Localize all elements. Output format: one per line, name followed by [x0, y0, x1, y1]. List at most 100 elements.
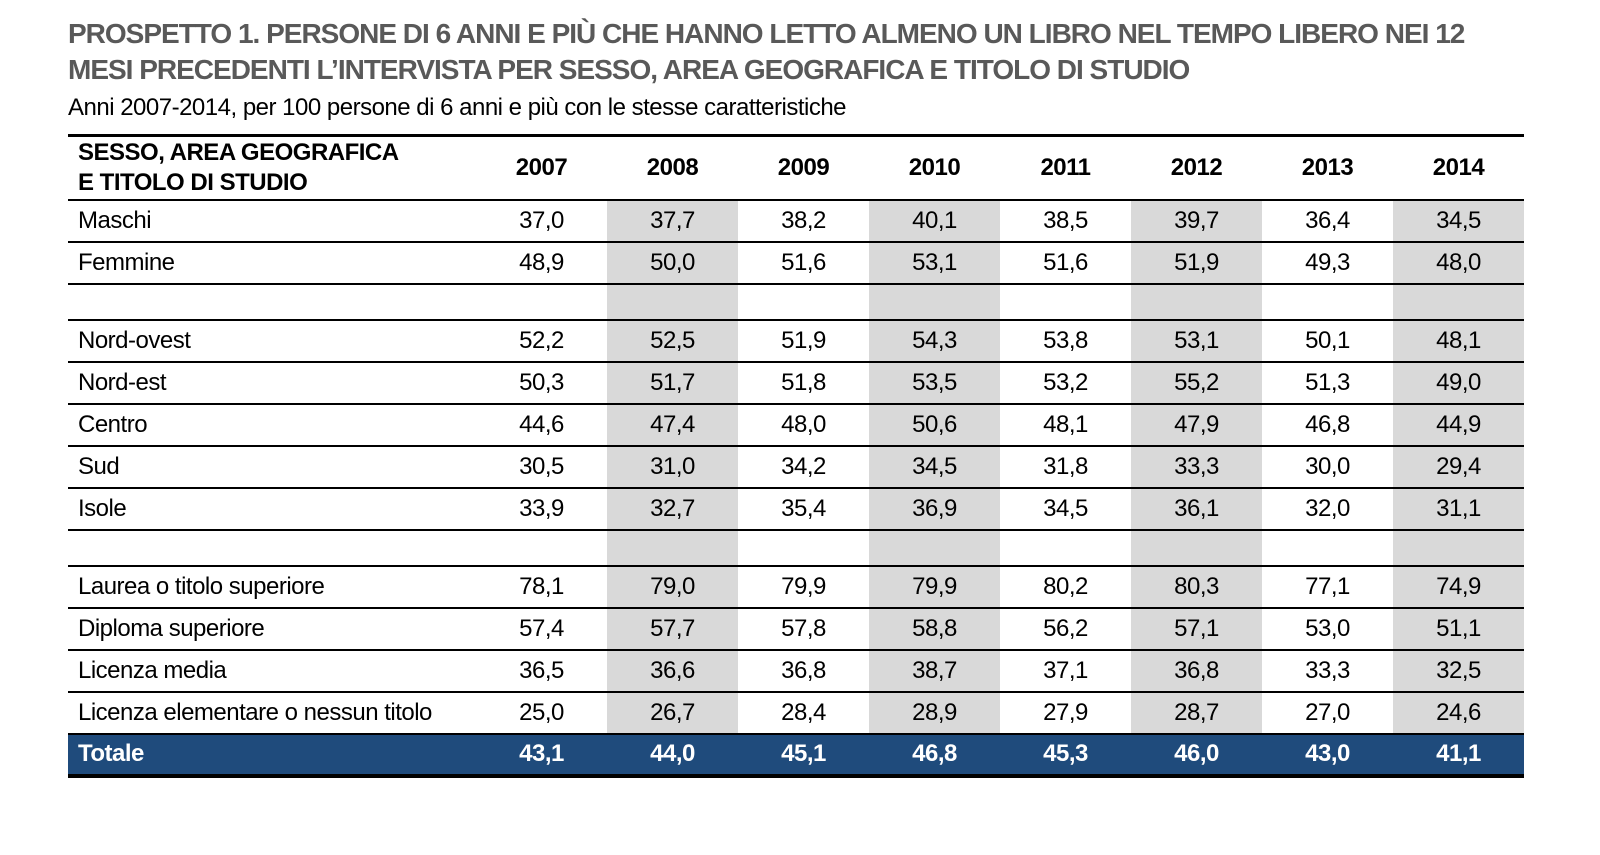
- cell-diploma-superiore-2013: 53,0: [1262, 607, 1393, 651]
- cell-nord-est-2008: 51,7: [607, 361, 738, 405]
- cell-nord-ovest-2008: 52,5: [607, 319, 738, 363]
- year-header-2008: 2008: [607, 135, 738, 201]
- cell-laurea-o-titolo-superiore-2011: 80,2: [1000, 565, 1131, 609]
- cell-isole-2009: 35,4: [738, 487, 869, 531]
- cell-centro-2011: 48,1: [1000, 403, 1131, 447]
- spacer-cell: [1131, 283, 1262, 321]
- cell-centro-2014: 44,9: [1393, 403, 1524, 447]
- table-row-sud: Sud 30,5 31,0 34,2 34,5 31,8 33,3 30,0 29,4: [68, 445, 1524, 489]
- cell-maschi-2010: 40,1: [869, 199, 1000, 243]
- row-label: Maschi: [68, 199, 476, 243]
- spacer-cell: [869, 283, 1000, 321]
- cell-licenza-elementare-o-nessun-titolo-2009: 28,4: [738, 691, 869, 735]
- spacer-cell: [1262, 283, 1393, 321]
- cell-femmine-2009: 51,6: [738, 241, 869, 285]
- table-row-nord-est: Nord-est 50,3 51,7 51,8 53,5 53,2 55,2 51,3 49,0: [68, 361, 1524, 405]
- cell-licenza-elementare-o-nessun-titolo-2007: 25,0: [476, 691, 607, 735]
- cell-nord-ovest-2012: 53,1: [1131, 319, 1262, 363]
- cell-nord-ovest-2011: 53,8: [1000, 319, 1131, 363]
- spacer-cell: [1393, 529, 1524, 567]
- cell-nord-est-2011: 53,2: [1000, 361, 1131, 405]
- cell-centro-2010: 50,6: [869, 403, 1000, 447]
- cell-nord-ovest-2009: 51,9: [738, 319, 869, 363]
- cell-centro-2013: 46,8: [1262, 403, 1393, 447]
- cell-nord-ovest-2010: 54,3: [869, 319, 1000, 363]
- row-label: Centro: [68, 403, 476, 447]
- cell-licenza-elementare-o-nessun-titolo-2014: 24,6: [1393, 691, 1524, 735]
- cell-centro-2007: 44,6: [476, 403, 607, 447]
- spacer-row: [68, 283, 1524, 321]
- spacer-cell: [1393, 283, 1524, 321]
- row-label: Licenza media: [68, 649, 476, 693]
- spacer-cell: [68, 283, 476, 321]
- table-row-laurea-o-titolo-superiore: Laurea o titolo superiore 78,1 79,0 79,9 79,…: [68, 565, 1524, 609]
- row-label: Laurea o titolo superiore: [68, 565, 476, 609]
- cell-diploma-superiore-2014: 51,1: [1393, 607, 1524, 651]
- cell-laurea-o-titolo-superiore-2013: 77,1: [1262, 565, 1393, 609]
- cell-sud-2009: 34,2: [738, 445, 869, 489]
- row-label: Totale: [68, 733, 476, 776]
- spacer-cell: [1131, 529, 1262, 567]
- cell-maschi-2011: 38,5: [1000, 199, 1131, 243]
- spacer-cell: [476, 283, 607, 321]
- row-label: Femmine: [68, 241, 476, 285]
- header-row: SESSO, AREA GEOGRAFICA E TITOLO DI STUDI…: [68, 135, 1524, 201]
- cell-femmine-2013: 49,3: [1262, 241, 1393, 285]
- row-label: Diploma superiore: [68, 607, 476, 651]
- cell-licenza-media-2009: 36,8: [738, 649, 869, 693]
- cell-licenza-elementare-o-nessun-titolo-2008: 26,7: [607, 691, 738, 735]
- cell-totale-2013: 43,0: [1262, 733, 1393, 776]
- spacer-cell: [738, 529, 869, 567]
- cell-nord-est-2014: 49,0: [1393, 361, 1524, 405]
- cell-totale-2008: 44,0: [607, 733, 738, 776]
- cell-diploma-superiore-2009: 57,8: [738, 607, 869, 651]
- cell-maschi-2013: 36,4: [1262, 199, 1393, 243]
- table-row-diploma-superiore: Diploma superiore 57,4 57,7 57,8 58,8 56,2 57,…: [68, 607, 1524, 651]
- cell-totale-2014: 41,1: [1393, 733, 1524, 776]
- table-row-licenza-media: Licenza media 36,5 36,6 36,8 38,7 37,1 36,8 33,…: [68, 649, 1524, 693]
- cell-laurea-o-titolo-superiore-2014: 74,9: [1393, 565, 1524, 609]
- cell-isole-2012: 36,1: [1131, 487, 1262, 531]
- cell-sud-2007: 30,5: [476, 445, 607, 489]
- report-page: PROSPETTO 1. PERSONE DI 6 ANNI E PIÙ CHE…: [68, 16, 1524, 778]
- cell-centro-2008: 47,4: [607, 403, 738, 447]
- row-label: Nord-ovest: [68, 319, 476, 363]
- spacer-cell: [1262, 529, 1393, 567]
- spacer-cell: [68, 529, 476, 567]
- cell-femmine-2007: 48,9: [476, 241, 607, 285]
- cell-isole-2011: 34,5: [1000, 487, 1131, 531]
- table-title-line2: MESI PRECEDENTI L’INTERVISTA PER SESSO, …: [68, 54, 1190, 85]
- table-row-isole: Isole 33,9 32,7 35,4 36,9 34,5 36,1 32,0 31,1: [68, 487, 1524, 531]
- cell-maschi-2009: 38,2: [738, 199, 869, 243]
- cell-nord-ovest-2013: 50,1: [1262, 319, 1393, 363]
- year-header-2012: 2012: [1131, 135, 1262, 201]
- cell-nord-est-2012: 55,2: [1131, 361, 1262, 405]
- year-header-2010: 2010: [869, 135, 1000, 201]
- cell-centro-2009: 48,0: [738, 403, 869, 447]
- cell-licenza-media-2008: 36,6: [607, 649, 738, 693]
- table-row-femmine: Femmine 48,9 50,0 51,6 53,1 51,6 51,9 49,3 48,0: [68, 241, 1524, 285]
- cell-femmine-2008: 50,0: [607, 241, 738, 285]
- year-header-2007: 2007: [476, 135, 607, 201]
- cell-femmine-2010: 53,1: [869, 241, 1000, 285]
- spacer-cell: [1000, 529, 1131, 567]
- spacer-cell: [607, 283, 738, 321]
- cell-licenza-media-2013: 33,3: [1262, 649, 1393, 693]
- spacer-cell: [738, 283, 869, 321]
- cell-nord-est-2009: 51,8: [738, 361, 869, 405]
- cell-nord-est-2010: 53,5: [869, 361, 1000, 405]
- cell-licenza-media-2007: 36,5: [476, 649, 607, 693]
- total-row: Totale 43,1 44,0 45,1 46,8 45,3 46,0 43,0 41,1: [68, 733, 1524, 776]
- cell-licenza-media-2012: 36,8: [1131, 649, 1262, 693]
- cell-licenza-elementare-o-nessun-titolo-2011: 27,9: [1000, 691, 1131, 735]
- table-title-line1: PROSPETTO 1. PERSONE DI 6 ANNI E PIÙ CHE…: [68, 18, 1465, 49]
- spacer-cell: [869, 529, 1000, 567]
- table-row-centro: Centro 44,6 47,4 48,0 50,6 48,1 47,9 46,8 44,9: [68, 403, 1524, 447]
- cell-licenza-elementare-o-nessun-titolo-2013: 27,0: [1262, 691, 1393, 735]
- cell-sud-2013: 30,0: [1262, 445, 1393, 489]
- cell-isole-2007: 33,9: [476, 487, 607, 531]
- cell-maschi-2008: 37,7: [607, 199, 738, 243]
- year-header-2014: 2014: [1393, 135, 1524, 201]
- cell-laurea-o-titolo-superiore-2009: 79,9: [738, 565, 869, 609]
- cell-totale-2009: 45,1: [738, 733, 869, 776]
